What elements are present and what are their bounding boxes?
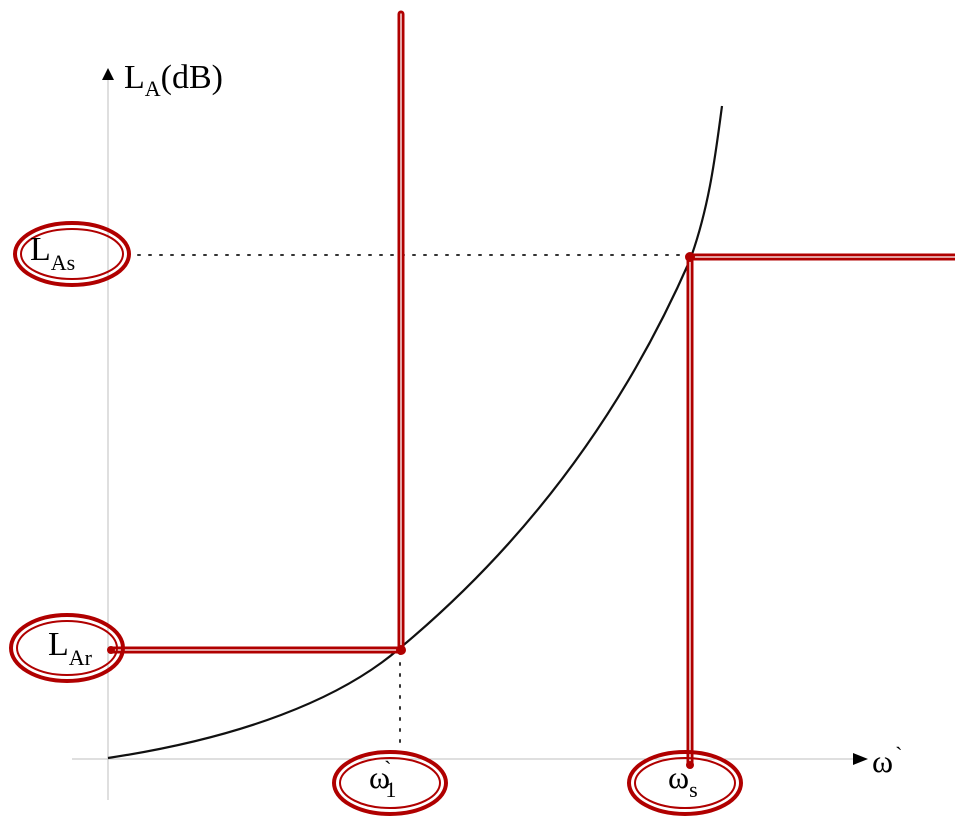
stopband-level-label: LAs xyxy=(13,221,131,287)
passband-edge-text: ω` 1 xyxy=(369,756,396,802)
stopband-edge-ring xyxy=(627,750,743,816)
attenuation-curve xyxy=(107,105,724,760)
ripple-level-label: LAr xyxy=(9,613,125,683)
passband-requirement xyxy=(107,10,405,654)
stopband-level-ring xyxy=(13,221,131,287)
stopband-edge-marker xyxy=(686,761,694,769)
passband-edge-label: ω` 1 xyxy=(332,750,448,816)
stopband-edge-label: ωs xyxy=(627,750,743,816)
ripple-level-marker xyxy=(107,646,115,654)
y-axis-arrow xyxy=(102,68,114,80)
passband-corner-marker xyxy=(396,645,406,655)
ripple-level-text: LAr xyxy=(48,626,93,670)
ripple-level-ring xyxy=(9,613,125,683)
x-axis-arrow xyxy=(853,753,868,765)
stopband-corner-marker xyxy=(685,252,695,262)
stopband-edge-text: ωs xyxy=(668,759,698,802)
x-axis-label: ω` xyxy=(872,742,902,779)
y-axis-label: LA(dB) xyxy=(124,59,223,101)
stopband-level-text: LAs xyxy=(30,231,75,275)
passband-edge-ring xyxy=(332,750,448,816)
stopband-requirement xyxy=(686,253,955,769)
